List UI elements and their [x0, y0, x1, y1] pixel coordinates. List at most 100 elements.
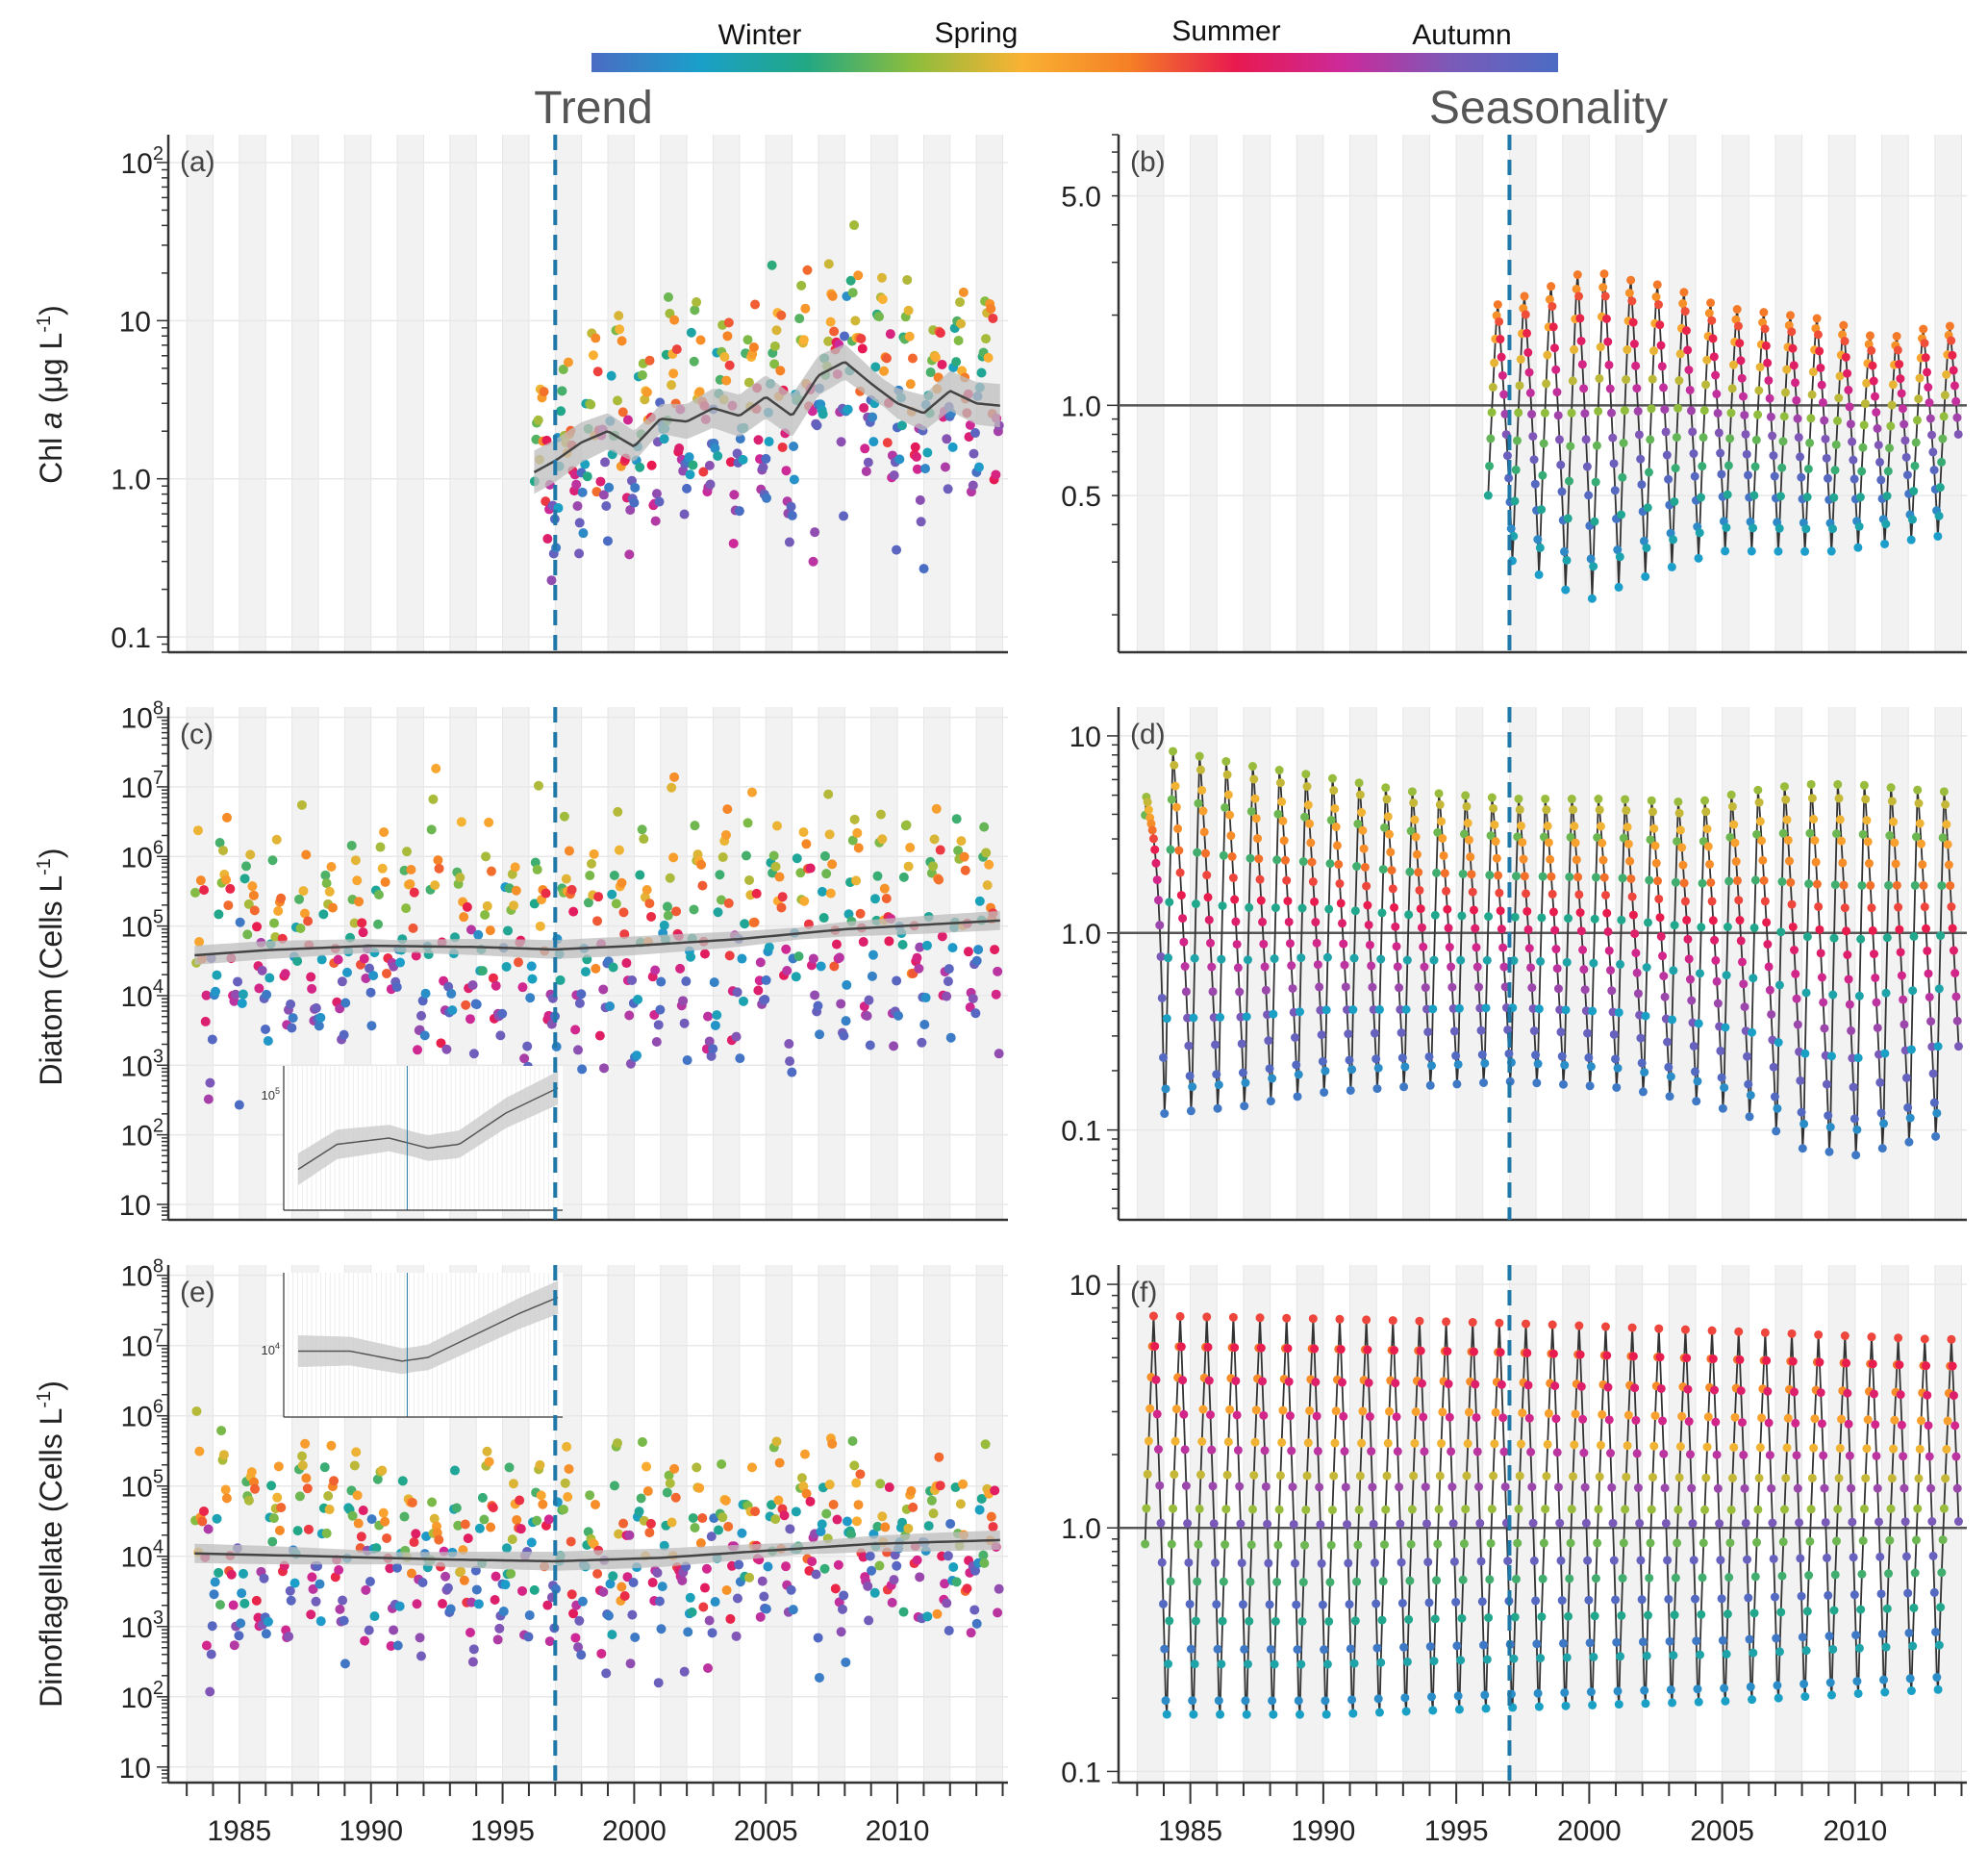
data-point — [884, 936, 894, 947]
seasonal-point — [1242, 1012, 1251, 1022]
seasonal-point — [1796, 1554, 1805, 1563]
seasonal-point — [1669, 1651, 1678, 1660]
seasonal-point — [1897, 389, 1906, 398]
seasonal-point — [1624, 289, 1634, 298]
data-point — [722, 804, 733, 815]
data-point — [943, 976, 953, 987]
seasonal-point — [1852, 1125, 1862, 1134]
seasonal-point — [1853, 1688, 1863, 1698]
data-point — [732, 987, 742, 998]
y-tick-label: 102 — [121, 1116, 164, 1152]
seasonal-point — [1763, 358, 1773, 367]
data-point — [789, 474, 799, 485]
data-point — [817, 1519, 827, 1530]
seasonal-point — [1757, 1413, 1767, 1423]
data-point — [713, 907, 723, 918]
seasonal-point — [1928, 1069, 1938, 1078]
data-point — [473, 929, 484, 940]
seasonal-point — [1943, 1416, 1952, 1426]
seasonal-point — [1808, 367, 1818, 377]
seasonal-point — [1598, 283, 1608, 292]
data-point — [775, 366, 786, 376]
seasonal-point — [1845, 1451, 1854, 1460]
seasonal-point — [1422, 1004, 1431, 1014]
seasonal-point — [1717, 1073, 1726, 1082]
legend-winter: Winter — [718, 19, 802, 51]
data-point — [857, 343, 868, 354]
data-point — [378, 1507, 389, 1518]
data-point — [585, 1490, 595, 1501]
seasonal-point — [1641, 1699, 1650, 1709]
seasonal-point — [1627, 1323, 1637, 1332]
seasonal-point — [1727, 1473, 1737, 1482]
seasonal-point — [1646, 435, 1655, 444]
seasonal-point — [1941, 799, 1950, 809]
seasonal-point — [1292, 1060, 1301, 1070]
seasonal-point — [1250, 794, 1260, 803]
seasonal-point — [1186, 1106, 1195, 1116]
seasonal-point — [1671, 877, 1680, 887]
data-point — [459, 912, 469, 923]
seasonal-point — [1409, 798, 1419, 808]
seasonal-point — [1843, 1388, 1852, 1398]
data-point — [462, 901, 472, 912]
seasonal-point — [1503, 1025, 1513, 1034]
seasonal-point — [1598, 855, 1608, 865]
seasonal-point — [1782, 1443, 1792, 1453]
data-point — [428, 794, 439, 804]
seasonal-point — [1815, 346, 1824, 356]
data-point — [566, 1589, 577, 1600]
data-point — [441, 1044, 452, 1054]
data-point — [234, 1631, 244, 1641]
seasonal-point — [1420, 962, 1429, 972]
data-point — [876, 272, 887, 283]
seasonal-point — [1457, 911, 1467, 921]
data-point — [697, 1513, 708, 1524]
x-tick-label: 1995 — [470, 1815, 535, 1847]
seasonal-point — [1793, 414, 1802, 423]
seasonal-point — [1725, 1538, 1735, 1548]
seasonal-point — [1900, 1483, 1909, 1493]
data-point — [429, 1513, 440, 1524]
data-point — [947, 442, 958, 452]
seasonal-point — [1620, 406, 1629, 416]
seasonal-point — [1743, 1555, 1752, 1564]
data-point — [761, 453, 771, 464]
data-point — [807, 406, 818, 417]
seasonal-point — [1593, 1538, 1602, 1548]
seasonal-point — [1763, 1386, 1773, 1396]
seasonal-point — [1802, 1607, 1812, 1616]
seasonal-point — [1700, 796, 1710, 805]
seasonal-point — [1518, 838, 1527, 848]
seasonal-point — [1880, 539, 1890, 548]
seasonal-point — [1329, 786, 1339, 796]
seasonal-point — [1194, 1539, 1203, 1549]
data-point — [593, 892, 604, 902]
data-point — [953, 846, 964, 856]
seasonal-point — [1951, 992, 1961, 1001]
seasonal-point — [1312, 938, 1321, 948]
seasonal-point — [1353, 1540, 1363, 1550]
data-point — [710, 1020, 720, 1030]
seasonal-point — [1179, 1409, 1189, 1419]
seasonal-point — [1345, 1055, 1354, 1065]
data-point — [214, 909, 224, 920]
seasonal-point — [1692, 1636, 1701, 1646]
seasonal-point — [1429, 955, 1439, 965]
seasonal-point — [1453, 1691, 1463, 1701]
seasonal-point — [1605, 384, 1615, 393]
data-point — [971, 955, 982, 966]
data-point — [526, 1537, 537, 1548]
data-point — [562, 1441, 572, 1452]
seasonal-point — [1786, 311, 1796, 320]
seasonal-point — [1782, 815, 1792, 824]
seasonal-point — [1888, 380, 1898, 390]
data-point — [333, 954, 343, 965]
y-tick-label: 10 — [119, 1753, 151, 1785]
seasonal-point — [1834, 1474, 1844, 1483]
data-point — [789, 442, 799, 452]
seasonal-point — [1167, 795, 1176, 804]
seasonal-point — [1542, 1471, 1551, 1481]
x-tick-label: 2010 — [866, 1815, 930, 1847]
seasonal-point — [1869, 1389, 1878, 1399]
